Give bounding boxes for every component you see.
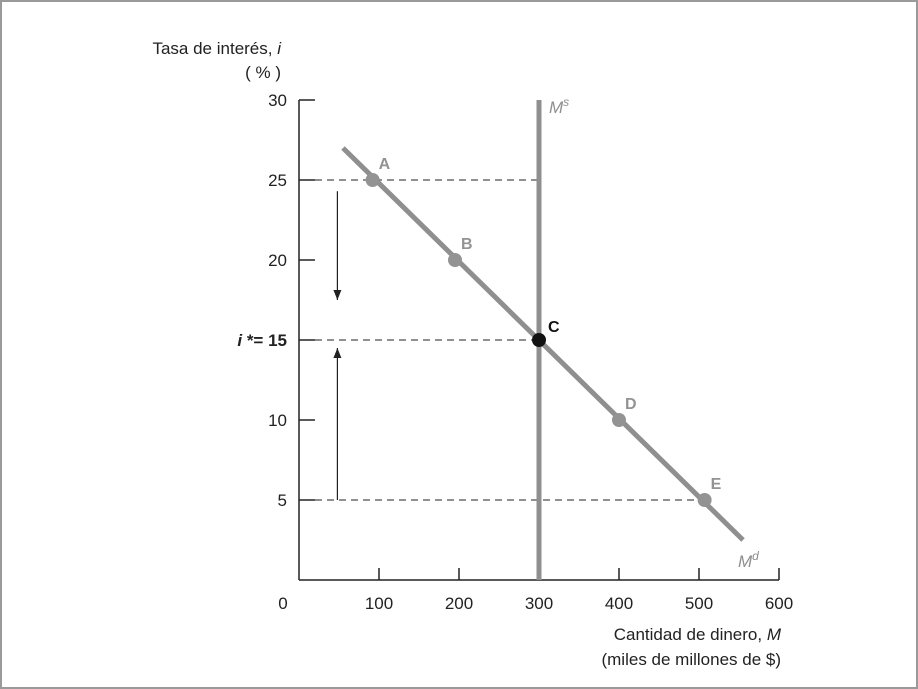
x-tick-label: 0 — [278, 594, 287, 613]
point-c — [532, 333, 546, 347]
point-label-b: B — [461, 236, 473, 253]
point-label-e: E — [711, 476, 722, 493]
x-tick-label: 500 — [685, 594, 713, 613]
point-a — [365, 173, 380, 187]
point-label-d: D — [625, 396, 637, 413]
x-tick-label: 200 — [445, 594, 473, 613]
money-supply-label: Ms — [549, 95, 569, 117]
point-d — [612, 413, 626, 427]
equilibrium-rate-value: *= 15 — [242, 331, 287, 350]
y-tick-label: 30 — [268, 91, 287, 110]
point-label-c: C — [548, 319, 560, 336]
money-demand-superscript: d — [752, 549, 759, 563]
y-axis-title: Tasa de interés, i — [152, 39, 282, 58]
y-tick-label: 20 — [268, 251, 287, 270]
money-supply-superscript: s — [563, 95, 569, 109]
arrows — [333, 191, 342, 500]
x-axis-unit: (miles de millones de $) — [601, 650, 781, 669]
x-tick-label: 300 — [525, 594, 553, 613]
x-tick-label: 100 — [365, 594, 393, 613]
arrow-head-up — [333, 348, 342, 358]
point-b — [448, 253, 462, 267]
x-tick-label: 400 — [605, 594, 633, 613]
curves: Ms Md — [341, 95, 759, 580]
point-label-a: A — [379, 156, 391, 173]
y-tick-label: 10 — [268, 411, 287, 430]
point-e — [697, 493, 712, 507]
money-demand-label: Md — [738, 549, 759, 571]
arrow-head-down — [333, 290, 342, 300]
y-tick-label: 25 — [268, 171, 287, 190]
x-axis-title: Cantidad de dinero, M — [614, 625, 782, 644]
equilibrium-rate-label: i *= 15 — [237, 331, 287, 350]
dashed-guide-lines — [315, 179, 705, 501]
y-axis-unit: ( % ) — [245, 63, 281, 82]
data-points: A B C D E — [365, 156, 722, 507]
x-tick-label: 600 — [765, 594, 793, 613]
axis-ticks: 0 100 200 300 400 500 600 5 10 20 25 30 i *= 15 — [237, 91, 793, 613]
y-tick-label: 5 — [278, 491, 287, 510]
equilibrium-rate-symbol: i — [237, 331, 243, 350]
